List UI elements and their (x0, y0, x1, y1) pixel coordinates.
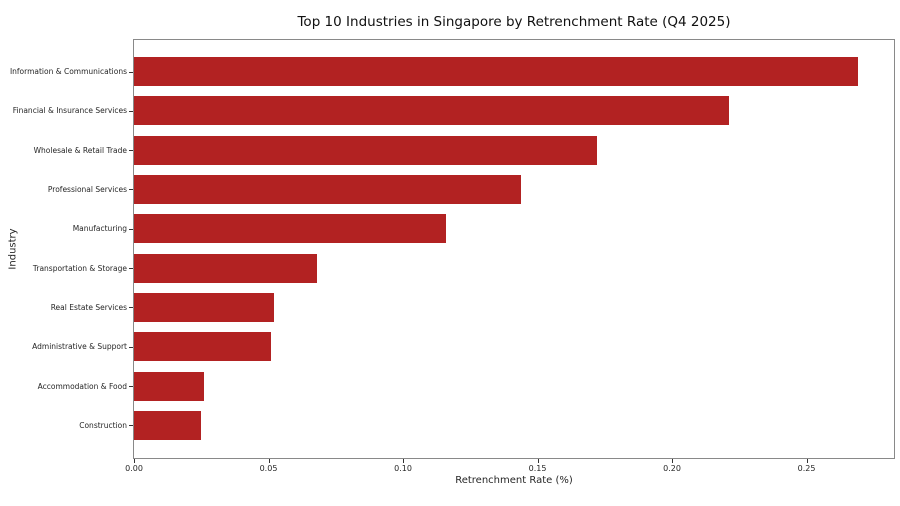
x-tick-mark (537, 459, 539, 463)
y-tick-mark (129, 150, 133, 152)
y-tick-label: Manufacturing (72, 224, 127, 234)
y-tick-label: Financial & Insurance Services (12, 106, 127, 116)
y-tick-label: Professional Services (47, 184, 127, 194)
bar (134, 135, 597, 165)
bar (134, 174, 522, 204)
y-tick-mark (129, 346, 133, 348)
y-tick-mark (129, 228, 133, 230)
y-tick-label: Administrative & Support (32, 342, 127, 352)
bar (134, 292, 274, 322)
bar (134, 57, 858, 86)
y-tick-mark (129, 110, 133, 112)
bar (134, 214, 447, 244)
chart-title: Top 10 Industries in Singapore by Retren… (297, 14, 731, 30)
x-tick-mark (403, 459, 405, 463)
x-tick-mark (268, 459, 270, 463)
y-tick-label: Accommodation & Food (37, 381, 127, 391)
y-tick-mark (129, 425, 133, 427)
bar (134, 371, 204, 401)
y-tick-mark (129, 307, 133, 309)
y-tick-mark (129, 189, 133, 191)
y-tick-label: Information & Communications (9, 67, 127, 76)
x-axis-title: Retrenchment Rate (%) (455, 475, 573, 486)
x-tick-label: 0.10 (394, 464, 412, 473)
y-tick-label: Transportation & Storage (32, 263, 127, 273)
y-tick-mark (129, 268, 133, 270)
x-tick-label: 0.20 (663, 464, 681, 473)
x-tick-label: 0.15 (528, 464, 547, 473)
bar (134, 253, 317, 283)
y-tick-label: Real Estate Services (50, 302, 127, 312)
x-tick-mark (806, 459, 808, 463)
y-axis-title: Industry (7, 228, 19, 270)
y-tick-mark (129, 71, 133, 73)
x-tick-mark (134, 459, 135, 463)
x-tick-label: 0.00 (125, 464, 143, 473)
x-tick-mark (672, 459, 674, 463)
plot-area (133, 39, 895, 459)
bar (134, 96, 729, 126)
bar (134, 332, 272, 362)
y-tick-label: Wholesale & Retail Trade (33, 145, 127, 155)
y-tick-label: Construction (79, 420, 127, 430)
x-tick-label: 0.05 (259, 464, 278, 473)
bar (134, 410, 202, 440)
y-tick-mark (129, 386, 133, 388)
x-tick-label: 0.25 (797, 464, 816, 473)
